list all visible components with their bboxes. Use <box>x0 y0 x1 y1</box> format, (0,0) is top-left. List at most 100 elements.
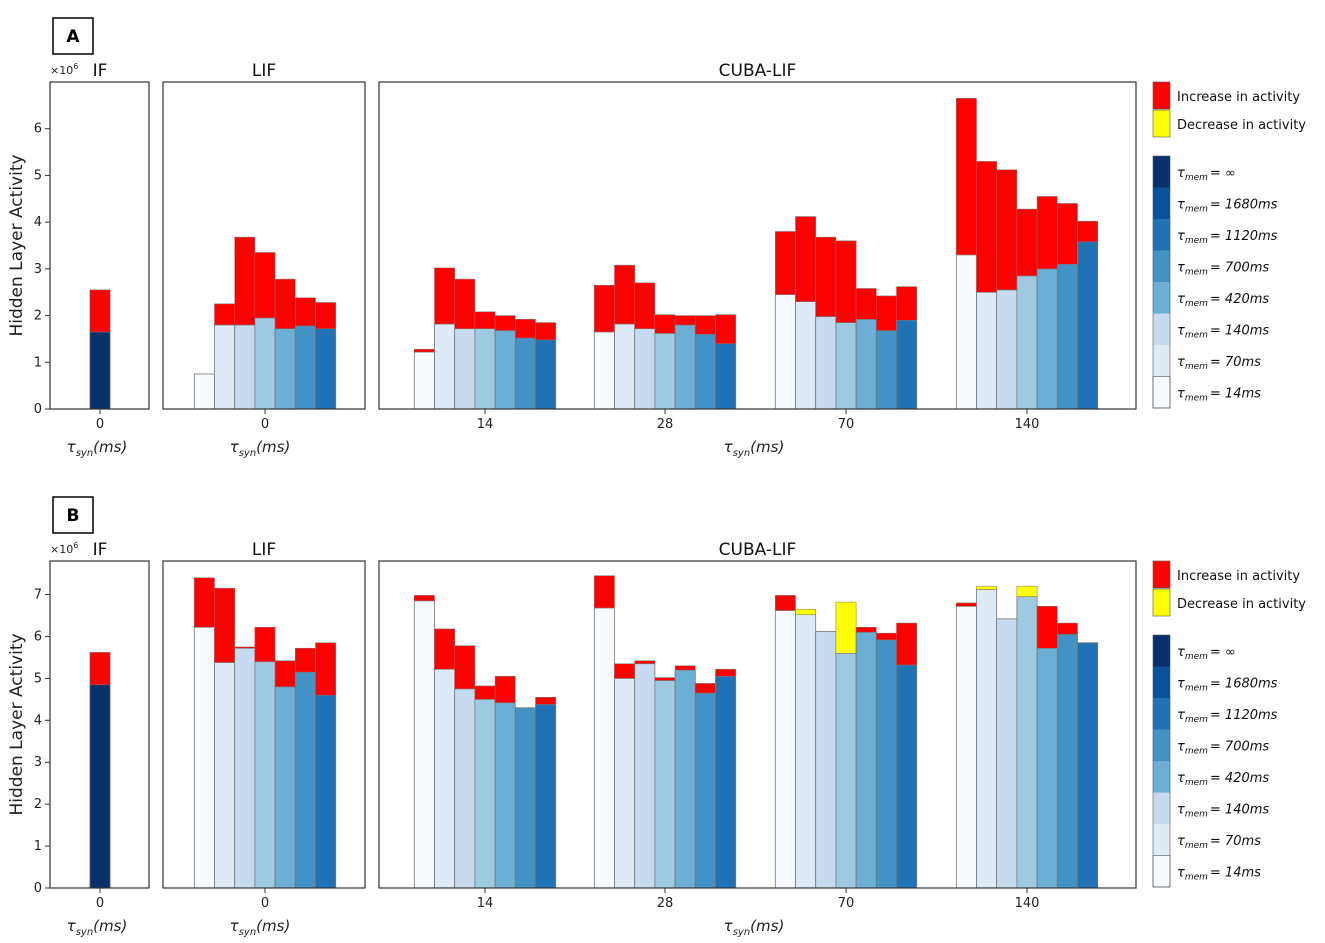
xlabel-symbol: τ <box>230 438 240 456</box>
subplot-title: LIF <box>252 540 276 560</box>
xlabel-subscript: syn <box>239 927 256 938</box>
bar <box>234 236 256 410</box>
bar <box>254 252 276 410</box>
legend: Increase in activity Decrease in activity… <box>1152 560 1306 888</box>
y-scale-base: ×10 <box>50 64 73 77</box>
bar-base-segment <box>996 289 1018 410</box>
bar-base-segment <box>835 322 857 410</box>
panel-tag-B: B <box>52 496 94 534</box>
bar <box>193 577 215 889</box>
bar <box>855 288 877 410</box>
bar-change-segment-increase <box>295 297 316 327</box>
y-axis-label: Hidden Layer Activity <box>7 154 27 336</box>
bar <box>795 608 817 889</box>
legend-swatch-tau-mem <box>1153 250 1170 282</box>
tau-value: = 70ms <box>1210 834 1261 849</box>
bar-change-segment-increase <box>1077 220 1098 243</box>
bar-base-segment <box>89 331 111 410</box>
bar-change-segment-increase <box>896 622 917 666</box>
bar-base-segment <box>634 663 656 889</box>
x-tick-label: 70 <box>838 417 855 432</box>
legend-colorbar-frame <box>1152 634 1171 888</box>
bar-change-segment-increase <box>315 302 336 329</box>
bar-base-segment <box>654 680 676 889</box>
y-tick-label: 3 <box>34 262 42 277</box>
bar <box>413 595 435 889</box>
y-tick-label: 5 <box>34 671 42 686</box>
tau-subscript: mem <box>1185 330 1208 340</box>
subplot-title: IF <box>93 61 108 81</box>
bar-group-0: 0 <box>193 236 337 432</box>
bar-group-70: 70 <box>774 595 918 911</box>
bar-change-segment-decrease <box>976 585 997 590</box>
bar-change-segment-increase <box>654 677 676 681</box>
bar-change-segment-increase <box>434 267 455 325</box>
x-tick-label: 140 <box>1015 417 1040 432</box>
tau-subscript: mem <box>1185 683 1208 693</box>
bar-change-segment-decrease <box>795 608 816 615</box>
bar <box>535 697 557 889</box>
bar-base-segment <box>274 686 296 889</box>
bar-change-segment-increase <box>214 588 235 663</box>
tau-value: = 70ms <box>1210 355 1261 370</box>
bar <box>274 660 296 889</box>
tau-subscript: mem <box>1185 204 1208 214</box>
xlabel-symbol: τ <box>67 917 77 935</box>
xlabel-symbol: τ <box>230 917 240 935</box>
bar-change-segment-increase <box>414 348 435 353</box>
bar-group-14: 14 <box>413 267 557 432</box>
x-tick-label: 0 <box>96 896 104 911</box>
bar <box>514 319 536 410</box>
bar-change-segment-increase <box>956 602 977 607</box>
y-tick-label: 4 <box>34 713 42 728</box>
tau-value: = 1120ms <box>1210 708 1278 723</box>
y-scale-label: ×106 <box>50 541 78 556</box>
bar-base-segment <box>234 647 256 889</box>
bar-change-segment-increase <box>715 314 736 344</box>
bar-change-segment-increase <box>234 236 256 326</box>
bar <box>855 626 877 889</box>
legend-tau-mem-label: τmem = 70ms <box>1177 834 1261 851</box>
bar-group-28: 28 <box>593 575 737 911</box>
subplot-frame <box>162 560 366 889</box>
bar <box>976 161 998 410</box>
bar <box>835 601 857 889</box>
legend-tau-mem-label: τmem = 700ms <box>1177 739 1269 756</box>
tau-subscript: mem <box>1185 362 1208 372</box>
tau-subscript: mem <box>1185 652 1208 662</box>
subplot-frame <box>378 81 1137 410</box>
panel-tag-label: A <box>66 27 80 47</box>
bar-change-segment-increase <box>315 642 336 696</box>
subplot-title: IF <box>93 540 108 560</box>
xlabel-tau-syn: τsyn(ms) <box>67 917 128 938</box>
tau-value: = ∞ <box>1210 645 1236 660</box>
legend-tau-mem-label: τmem = 70ms <box>1177 355 1261 372</box>
tau-value: = 1120ms <box>1210 229 1278 244</box>
bar-base-segment <box>214 662 236 889</box>
bar-base-segment <box>535 339 557 410</box>
bar <box>996 169 1018 410</box>
bar-base-segment <box>614 677 636 889</box>
bar <box>614 663 636 889</box>
legend-swatch-tau-mem <box>1153 792 1170 824</box>
bar-base-segment <box>1077 241 1099 410</box>
tau-value: = 420ms <box>1210 771 1270 786</box>
bar-base-segment <box>976 589 998 889</box>
subplot-if: IF 0 τsyn(ms) <box>49 61 150 459</box>
bar-base-segment <box>674 324 696 410</box>
bar <box>634 282 656 410</box>
bar-base-segment <box>1056 633 1078 889</box>
bar <box>494 676 516 889</box>
xlabel-subscript: syn <box>76 448 93 459</box>
bar <box>474 311 496 410</box>
legend-swatch-tau-mem <box>1153 187 1170 219</box>
x-tick-label: 140 <box>1015 896 1040 911</box>
bar <box>454 278 476 410</box>
bar-base-segment <box>855 631 877 889</box>
legend-swatch-tau-mem <box>1153 345 1170 377</box>
legend-swatch-tau-mem <box>1153 313 1170 345</box>
bar <box>1077 220 1099 410</box>
bar <box>1036 196 1058 410</box>
y-tick-label: 2 <box>34 797 42 812</box>
x-tick-label: 28 <box>657 896 674 911</box>
